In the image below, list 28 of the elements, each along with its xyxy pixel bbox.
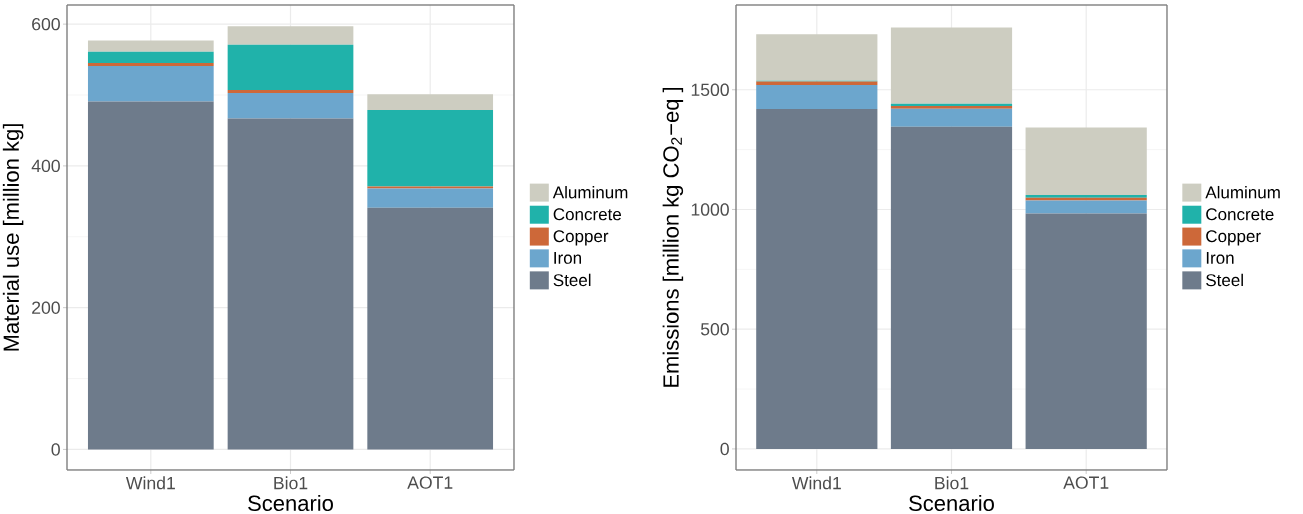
legend-label: Steel: [1206, 273, 1243, 287]
y-axis-title: Material use [million kg]: [2, 124, 24, 351]
y-axis-title: Emissions [million kg CO$_{2}$−eq ]: [662, 87, 684, 387]
legend-label: Copper: [553, 230, 609, 246]
legend-label: Iron: [554, 252, 581, 264]
x-axis-title: Scenario: [248, 494, 333, 512]
x-tick-label: Bio1: [274, 476, 308, 490]
legend-label: Aluminum: [552, 185, 628, 199]
x-tick-label: AOT1: [407, 476, 453, 489]
y-tick-label: 600: [32, 17, 60, 31]
legend-label: Concrete: [553, 208, 622, 221]
y-tick-label: 0: [720, 442, 729, 456]
x-tick-label: Wind1: [125, 476, 175, 490]
y-tick-label: 200: [32, 301, 60, 314]
legend-label: Iron: [1206, 252, 1234, 264]
x-axis-title: Scenario: [909, 494, 994, 512]
x-tick-label: AOT1: [1063, 476, 1109, 489]
legend-label: Steel: [553, 273, 591, 287]
y-tick-label: 400: [31, 159, 60, 173]
y-tick-label: 1500: [691, 83, 729, 96]
x-tick-label: Wind1: [791, 476, 841, 490]
legend-label: Aluminum: [1205, 185, 1280, 199]
y-tick-label: 0: [51, 443, 60, 456]
legend-label: Concrete: [1206, 208, 1274, 221]
y-tick-label: 1000: [691, 203, 729, 216]
y-tick-label: 500: [700, 322, 729, 336]
legend-label: Copper: [1206, 230, 1261, 246]
x-tick-label: Bio1: [935, 476, 969, 490]
